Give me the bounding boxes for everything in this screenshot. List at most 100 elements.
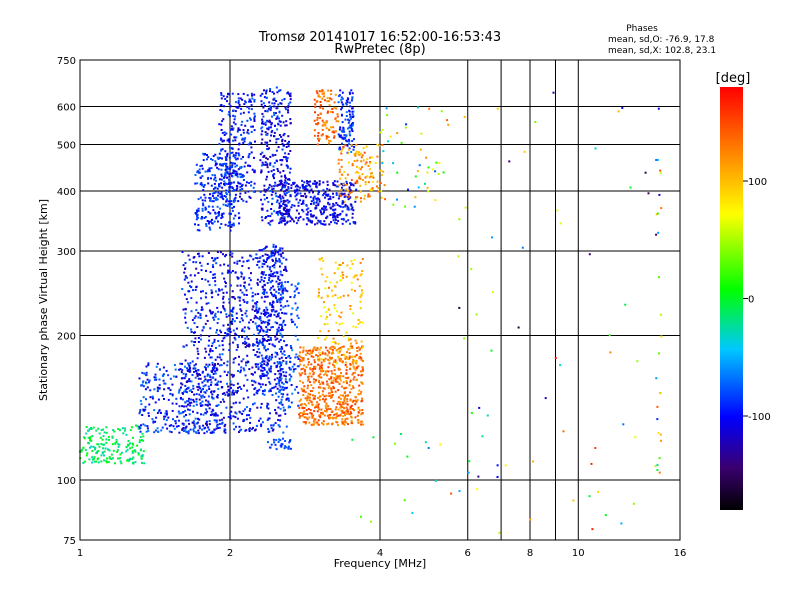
data-point (158, 409, 161, 412)
data-point (356, 399, 359, 402)
data-point (232, 361, 235, 364)
data-point (294, 294, 296, 297)
data-point (213, 365, 215, 368)
data-point (281, 138, 284, 141)
data-point (279, 249, 281, 252)
data-point (203, 380, 206, 382)
data-point (476, 488, 479, 491)
data-point (341, 130, 344, 133)
data-point (306, 413, 309, 416)
data-point (273, 345, 276, 348)
data-point (338, 171, 341, 174)
data-point (212, 277, 214, 279)
data-point (266, 164, 269, 167)
data-point (324, 191, 327, 194)
data-point (302, 394, 305, 397)
data-point (314, 406, 316, 409)
data-point (271, 387, 274, 390)
data-point (280, 368, 283, 371)
data-point (247, 259, 250, 262)
data-point (276, 271, 279, 274)
data-point (349, 379, 352, 382)
data-point (284, 152, 287, 155)
data-point (210, 381, 213, 384)
data-point (184, 276, 187, 279)
data-point (324, 287, 327, 290)
data-point (279, 385, 282, 388)
data-point (322, 107, 325, 110)
data-point (327, 89, 330, 92)
data-point (326, 276, 329, 279)
data-point (278, 340, 281, 343)
data-point (315, 183, 318, 186)
data-point (266, 148, 269, 150)
data-point (239, 186, 242, 188)
data-point (306, 399, 309, 402)
data-point (345, 421, 348, 424)
data-point (325, 336, 328, 339)
data-point (284, 268, 287, 271)
data-point (95, 460, 97, 463)
data-point (246, 94, 249, 97)
data-point (349, 408, 352, 411)
data-point (213, 273, 216, 276)
data-point (151, 397, 154, 400)
data-point (158, 368, 161, 371)
data-point (249, 254, 252, 257)
data-point (243, 103, 246, 106)
data-point (196, 347, 199, 350)
data-point (331, 289, 334, 292)
data-point (334, 342, 337, 345)
data-point (292, 370, 295, 373)
data-point (338, 134, 341, 137)
data-point (268, 355, 271, 358)
data-point (252, 349, 255, 351)
data-point (347, 294, 350, 297)
data-point (326, 354, 329, 357)
data-point (288, 214, 291, 217)
data-point (111, 457, 114, 460)
data-point (350, 191, 353, 194)
data-point (241, 137, 244, 140)
data-point (232, 199, 235, 202)
data-point (223, 336, 226, 339)
data-point (277, 419, 280, 421)
data-point (188, 413, 191, 416)
data-point (283, 192, 286, 195)
data-point (350, 205, 353, 208)
data-point (306, 418, 309, 421)
data-point (184, 375, 187, 378)
data-point (244, 312, 247, 315)
data-point (168, 424, 171, 427)
data-point (282, 359, 285, 362)
data-point (148, 403, 151, 406)
data-point (369, 156, 371, 159)
data-point (89, 439, 91, 442)
data-point (284, 287, 287, 290)
data-point (218, 214, 221, 216)
data-point (262, 106, 265, 109)
data-point (258, 318, 261, 321)
data-point (234, 115, 237, 118)
data-point (279, 293, 282, 296)
data-point (250, 108, 253, 111)
data-point (219, 380, 222, 383)
data-point (307, 408, 310, 410)
data-point (298, 400, 301, 403)
data-point (350, 128, 353, 131)
data-point (283, 132, 286, 135)
data-point (269, 302, 271, 305)
data-point (658, 352, 661, 355)
data-point (272, 165, 275, 168)
data-point (659, 433, 662, 436)
data-point (338, 368, 341, 371)
data-point (321, 412, 324, 415)
data-point (191, 360, 194, 363)
data-point (348, 187, 351, 190)
data-point (111, 436, 114, 439)
data-point (284, 200, 287, 203)
data-point (196, 209, 198, 212)
data-point (278, 202, 281, 205)
data-point (260, 296, 263, 299)
data-point (232, 341, 235, 344)
